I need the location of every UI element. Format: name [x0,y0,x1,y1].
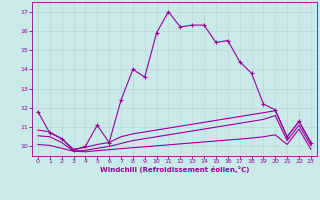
X-axis label: Windchill (Refroidissement éolien,°C): Windchill (Refroidissement éolien,°C) [100,166,249,173]
